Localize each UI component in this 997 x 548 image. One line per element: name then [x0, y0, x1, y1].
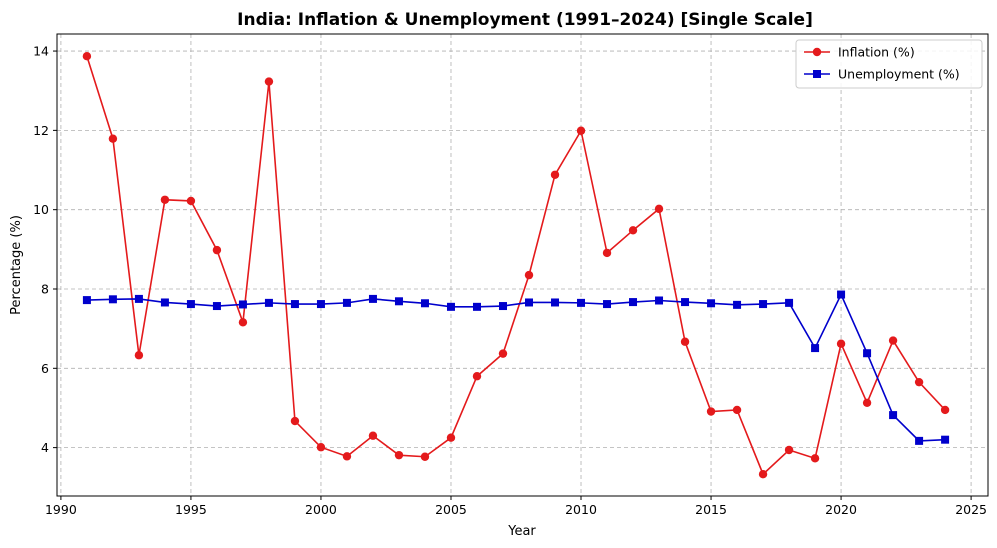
unemployment-point	[863, 349, 872, 358]
inflation-point	[290, 416, 300, 426]
legend: Inflation (%) Unemployment (%)	[795, 39, 983, 89]
legend-label-inflation: Inflation (%)	[838, 45, 915, 60]
inflation-point	[368, 431, 378, 440]
inflation-point	[862, 398, 872, 408]
unemployment-point	[551, 298, 560, 307]
x-tick-label: 1995	[175, 502, 207, 517]
unemployment-point	[342, 298, 351, 307]
y-tick-label: 6	[41, 361, 49, 376]
y-axis-label: Percentage (%)	[9, 215, 24, 315]
unemployment-point	[629, 298, 638, 307]
inflation-point	[836, 339, 846, 348]
unemployment-point	[420, 299, 429, 308]
inflation-point	[680, 337, 690, 346]
unemployment-point	[655, 296, 664, 305]
unemployment-point	[290, 300, 299, 309]
inflation-point	[82, 52, 92, 61]
inflation-point	[732, 405, 742, 415]
unemployment-point	[134, 294, 143, 303]
inflation-point	[940, 405, 950, 415]
unemployment-point	[837, 290, 846, 299]
unemployment-point	[733, 300, 742, 309]
y-tick-label: 14	[33, 44, 49, 59]
inflation-point	[316, 443, 326, 452]
unemployment-point	[394, 297, 403, 306]
unemployment-point	[811, 344, 820, 353]
inflation-point	[654, 204, 664, 214]
unemployment-point	[82, 296, 91, 305]
chart-title: India: Inflation & Unemployment (1991–20…	[237, 10, 813, 30]
unemployment-point	[238, 300, 247, 309]
unemployment-point	[160, 298, 169, 307]
unemployment-point	[577, 298, 586, 307]
inflation-point	[888, 336, 898, 345]
inflation-point	[186, 196, 196, 206]
inflation-point	[394, 450, 404, 460]
unemployment-point	[108, 295, 117, 304]
unemployment-point	[941, 435, 950, 444]
inflation-point	[212, 245, 222, 255]
unemployment-point	[603, 300, 612, 309]
x-tick-label: 2010	[565, 502, 597, 517]
unemployment-point	[472, 302, 481, 311]
inflation-point	[914, 377, 924, 387]
unemployment-point	[759, 300, 768, 309]
series-layer	[82, 52, 950, 479]
legend-label-unemployment: Unemployment (%)	[838, 67, 960, 82]
inflation-point	[498, 349, 508, 358]
inflation-point	[238, 318, 248, 327]
x-tick-label: 2015	[695, 502, 727, 517]
inflation-point	[602, 248, 612, 258]
inflation-point	[576, 126, 586, 135]
unemployment-point	[186, 300, 195, 309]
x-tick-label: 1990	[45, 502, 77, 517]
unemployment-point	[915, 436, 924, 445]
inflation-point	[550, 170, 560, 179]
x-axis-label: Year	[507, 524, 536, 539]
inflation-point	[784, 445, 794, 455]
y-tick-label: 4	[41, 440, 49, 455]
inflation-point	[472, 372, 482, 381]
inflation-point	[134, 351, 144, 360]
x-tick-label: 2000	[305, 502, 337, 517]
inflation-point	[160, 195, 170, 204]
inflation-point	[758, 469, 768, 479]
unemployment-point	[316, 300, 325, 309]
inflation-point	[264, 77, 274, 86]
y-axis: 4 6 8 10 12 14	[33, 44, 57, 455]
y-tick-label: 10	[33, 202, 49, 217]
y-tick-label: 8	[41, 281, 49, 296]
x-axis: 1990 1995 2000 2005 2010 2015 2020 2025	[45, 496, 987, 517]
unemployment-point	[707, 299, 716, 308]
unemployment-point	[889, 411, 898, 420]
legend-marker-inflation	[812, 47, 822, 57]
unemployment-point	[264, 298, 273, 307]
grid	[57, 34, 988, 496]
unemployment-point	[446, 302, 455, 311]
inflation-line	[86, 55, 946, 476]
unemployment-point	[212, 302, 221, 311]
inflation-point	[810, 454, 820, 463]
inflation-point	[108, 134, 118, 143]
x-tick-label: 2020	[825, 502, 857, 517]
legend-box	[795, 39, 983, 89]
unemployment-line	[86, 292, 946, 442]
x-tick-label: 2025	[955, 502, 987, 517]
unemployment-point	[525, 298, 534, 307]
unemployment-point	[681, 298, 690, 307]
inflation-point	[420, 452, 430, 461]
inflation-point	[706, 407, 716, 416]
unemployment-point	[785, 298, 794, 307]
inflation-point	[446, 433, 456, 442]
x-tick-label: 2005	[435, 502, 467, 517]
y-tick-label: 12	[33, 123, 49, 138]
inflation-point	[524, 270, 534, 280]
unemployment-point	[368, 294, 377, 303]
unemployment-point	[498, 302, 507, 311]
inflation-point	[342, 452, 352, 461]
plot-frame	[56, 33, 989, 497]
legend-marker-unemployment	[813, 70, 821, 78]
inflation-point	[628, 226, 638, 235]
